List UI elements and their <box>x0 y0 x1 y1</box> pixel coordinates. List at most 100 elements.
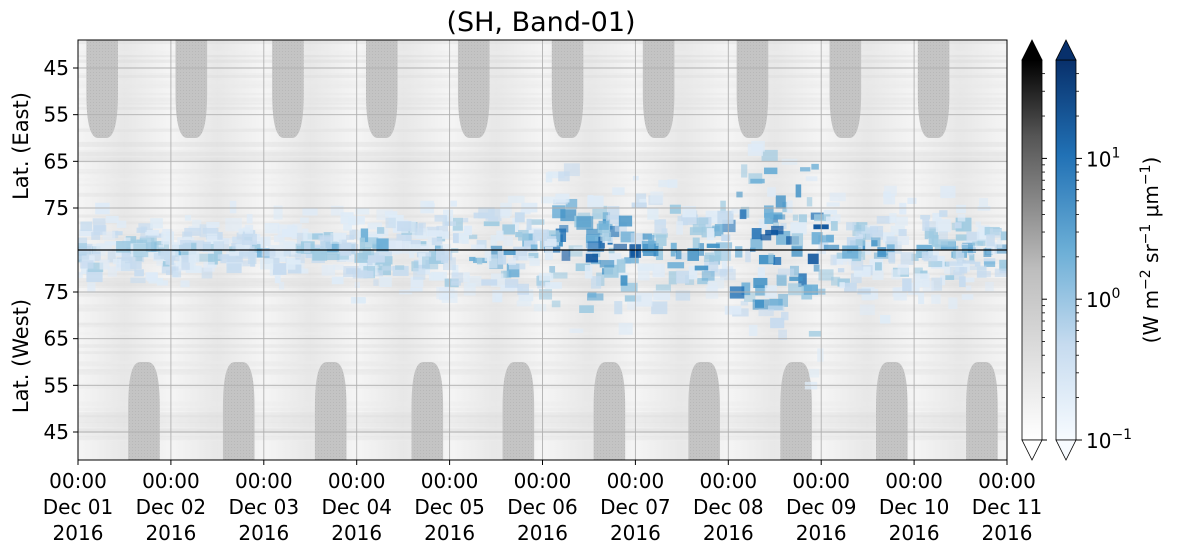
colorbar-label-exp: −2 <box>1138 269 1154 290</box>
emission-cell <box>514 212 525 223</box>
emission-cell <box>604 264 619 278</box>
emission-cell <box>676 221 683 235</box>
emission-cell <box>87 262 104 273</box>
x-tick-label: Dec 06 <box>507 495 578 519</box>
emission-cell <box>667 262 685 269</box>
emission-cell <box>927 251 939 258</box>
emission-cell <box>617 272 629 279</box>
colorbar-label-exp: −1 <box>1138 224 1154 245</box>
emission-cell <box>986 242 997 255</box>
emission-cell <box>877 247 887 258</box>
emission-cell <box>112 258 128 265</box>
y-axis-ticks: 45 55 65 75 75 65 55 45 <box>44 56 78 444</box>
emission-cell <box>307 233 323 240</box>
emission-cell <box>411 261 419 272</box>
emission-cell <box>915 250 927 258</box>
emission-cell <box>654 219 666 233</box>
emission-cell <box>706 243 720 248</box>
emission-cell <box>528 252 539 259</box>
emission-cell <box>888 252 896 264</box>
emission-cell <box>105 215 119 224</box>
emission-cell <box>972 245 981 252</box>
emission-cell <box>788 283 802 296</box>
emission-cell <box>487 254 498 269</box>
emission-cell <box>587 241 605 252</box>
emission-cell <box>86 269 103 283</box>
emission-cell <box>96 243 112 252</box>
x-tick-label: 00:00 <box>607 469 665 493</box>
emission-cell <box>188 250 200 263</box>
emission-cell <box>500 202 512 217</box>
emission-cell <box>330 232 342 244</box>
daylight-blocks-layer <box>86 40 998 460</box>
y-tick-label: 75 <box>44 196 69 220</box>
emission-cell <box>647 207 659 220</box>
emission-cell <box>724 305 742 315</box>
emission-cell <box>985 281 994 292</box>
emission-cell <box>226 263 242 274</box>
emission-cell <box>587 293 604 301</box>
emission-cell <box>789 276 803 281</box>
emission-cell <box>277 224 295 238</box>
emission-cell <box>872 288 879 300</box>
emission-cell <box>462 217 469 223</box>
emission-cell <box>340 242 352 256</box>
emission-cell <box>410 220 416 233</box>
x-tick-label: Dec 10 <box>879 495 950 519</box>
emission-cell <box>156 260 166 266</box>
emission-cell <box>668 271 677 285</box>
emission-cell <box>139 237 155 250</box>
x-tick-label: Dec 05 <box>414 495 485 519</box>
emission-cell <box>767 305 785 311</box>
emission-cell <box>658 179 670 188</box>
x-tick-label: 2016 <box>424 521 475 545</box>
emission-cell <box>655 246 664 261</box>
emission-cell <box>330 205 344 216</box>
emission-cell <box>667 179 678 188</box>
emission-cell <box>760 234 772 241</box>
y-tick-label: 65 <box>44 327 69 351</box>
blue-colorbar-extend-min <box>1055 439 1077 461</box>
emission-cell <box>886 244 895 253</box>
emission-cell <box>639 198 647 205</box>
emission-cell <box>833 214 841 223</box>
emission-cell <box>236 232 245 240</box>
emission-cell <box>748 324 758 337</box>
y-tick-label: 65 <box>44 149 69 173</box>
emission-cell <box>512 217 520 232</box>
emission-cell <box>923 255 938 262</box>
emission-cell <box>816 248 825 254</box>
emission-cell <box>795 184 802 198</box>
emission-cell <box>631 202 647 209</box>
emission-cell <box>452 217 463 231</box>
emission-cell <box>264 222 280 234</box>
emission-cell <box>770 317 785 329</box>
y-tick-label: 45 <box>44 420 69 444</box>
emission-cell <box>545 172 553 183</box>
colorbar-label-part: ) <box>1139 157 1163 165</box>
daylight-block-east <box>175 40 208 138</box>
emission-cell <box>222 238 229 252</box>
emission-cell <box>453 232 469 244</box>
emission-cell <box>735 246 743 258</box>
emission-cell <box>272 263 287 275</box>
emission-cell <box>938 239 956 247</box>
emission-cell <box>598 220 609 230</box>
emission-cell <box>740 301 749 306</box>
colorbar-tick-label: 100 <box>1086 286 1120 312</box>
emission-cell <box>555 193 570 203</box>
emission-cell <box>962 277 975 283</box>
emission-cell <box>612 187 625 196</box>
daylight-block-east <box>642 40 675 138</box>
emission-cell <box>517 283 529 295</box>
emission-cell <box>773 257 782 265</box>
emission-cell <box>549 266 556 273</box>
emission-cell <box>669 204 681 214</box>
emission-cell <box>79 229 94 237</box>
emission-cell <box>928 231 934 245</box>
emission-cell <box>343 223 352 231</box>
colorbar-ticks: 101 100 10−1 <box>1042 73 1132 453</box>
emission-cell <box>559 224 569 233</box>
emission-cell <box>141 250 158 258</box>
